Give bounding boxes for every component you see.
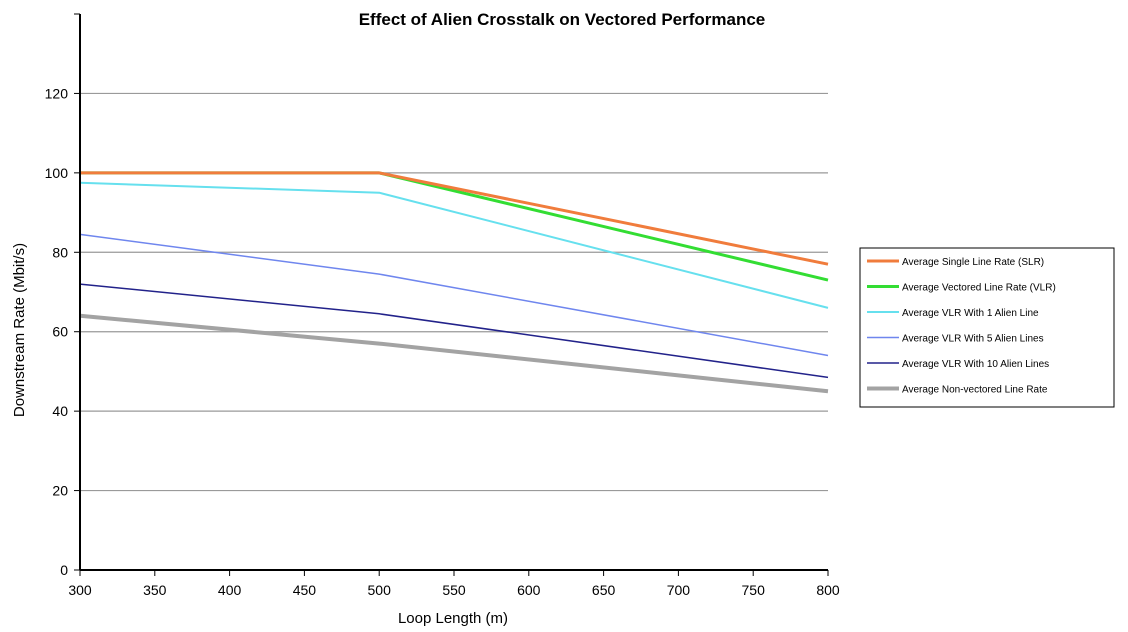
x-tick-label: 650	[592, 582, 616, 598]
y-tick-label: 80	[52, 244, 68, 260]
x-tick-label: 750	[742, 582, 766, 598]
series-line	[80, 316, 828, 392]
legend-label: Average VLR With 10 Alien Lines	[902, 359, 1049, 370]
legend-box	[860, 248, 1114, 407]
x-tick-label: 450	[293, 582, 317, 598]
x-tick-label: 800	[816, 582, 840, 598]
x-tick-label: 300	[68, 582, 92, 598]
legend-label: Average VLR With 5 Alien Lines	[902, 334, 1044, 345]
y-tick-label: 120	[45, 85, 69, 101]
y-tick-label: 0	[60, 562, 68, 578]
series-lines	[80, 173, 828, 391]
y-tick-label: 60	[52, 324, 68, 340]
x-tick-label: 600	[517, 582, 541, 598]
y-tick-label: 100	[45, 165, 69, 181]
legend-label: Average Vectored Line Rate (VLR)	[902, 283, 1056, 294]
y-axis-label: Downstream Rate (Mbit/s)	[11, 243, 28, 417]
x-tick-label: 700	[667, 582, 691, 598]
y-tick-label: 20	[52, 483, 68, 499]
gridlines	[80, 93, 828, 490]
x-axis-label: Loop Length (m)	[398, 610, 508, 627]
y-tick-label: 40	[52, 403, 68, 419]
series-line	[80, 284, 828, 377]
x-tick-label: 500	[368, 582, 392, 598]
legend-label: Average Single Line Rate (SLR)	[902, 257, 1044, 268]
tick-labels: 0 20 40 60 80 100 120 300 350 400 450 500 550 600 650 7…	[45, 85, 840, 598]
x-tick-label: 400	[218, 582, 242, 598]
x-tick-label: 350	[143, 582, 167, 598]
legend: Average Single Line Rate (SLR) Average Ve…	[860, 248, 1114, 407]
series-line	[80, 183, 828, 308]
legend-label: Average Non-vectored Line Rate	[902, 385, 1048, 396]
x-tick-label: 550	[442, 582, 466, 598]
legend-label: Average VLR With 1 Alien Line	[902, 308, 1039, 319]
chart-title: Effect of Alien Crosstalk on Vectored Pe…	[359, 10, 766, 29]
